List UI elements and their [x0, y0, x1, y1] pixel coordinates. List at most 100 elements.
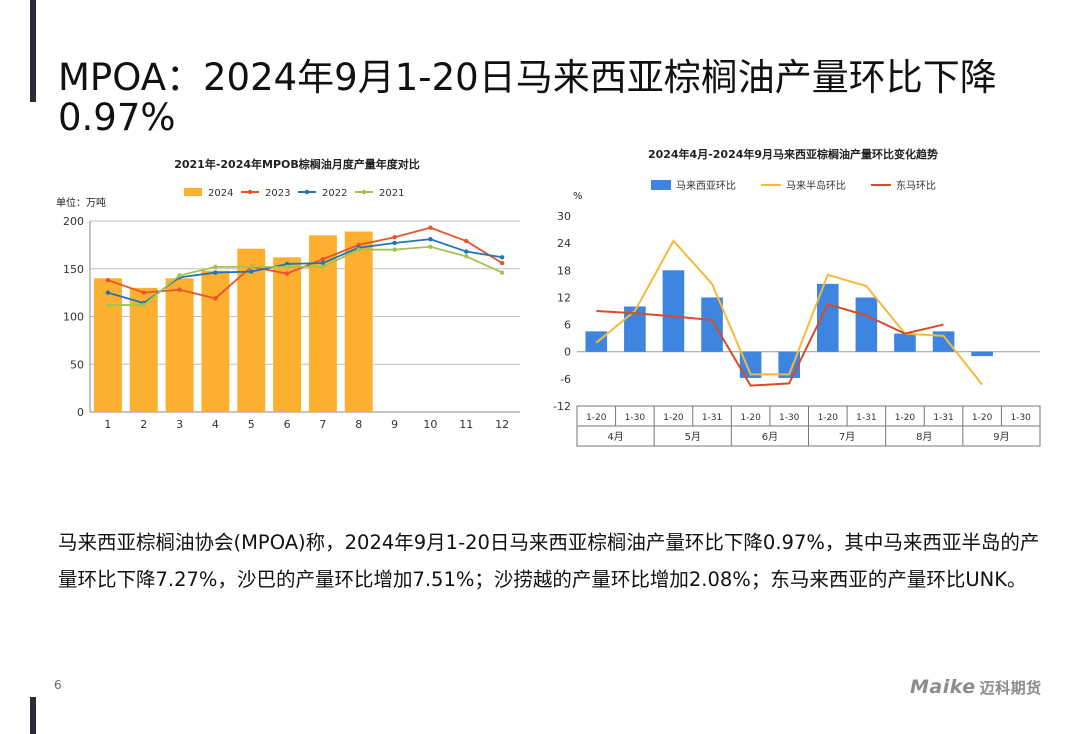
chart1-point-2023 [105, 278, 111, 283]
chart2-bar-马来西亚环比 [816, 283, 839, 352]
chart1-point-2022 [464, 249, 469, 254]
chart2-y-tick-label: 30 [557, 210, 571, 223]
accent-bar-bottom [30, 697, 36, 734]
chart2-x-sub-label: 1-20 [586, 413, 607, 423]
chart1-point-2021 [141, 302, 146, 308]
chart2-lines [595, 239, 983, 387]
chart1-point-2021 [499, 270, 505, 275]
chart1-x-tick-label: 4 [212, 418, 219, 431]
chart1-point-2021 [284, 264, 290, 270]
chart2-x-sub-label: 1-20 [895, 413, 916, 423]
chart2-bars [585, 270, 993, 378]
chart2-x-sub-label: 1-20 [972, 413, 993, 423]
chart1-point-2023 [177, 287, 182, 292]
chart1-point-2022 [249, 269, 254, 274]
chart1-y-tick-label: 50 [70, 358, 84, 371]
chart2-axis: -12 -6 0 6 12 18 24 30 [553, 210, 1040, 413]
chart2-bar-马来西亚环比 [855, 297, 878, 352]
chart2-legend-swatch [651, 180, 671, 190]
chart1-x-tick-label: 3 [176, 418, 183, 431]
logo-cn-text: 迈科期货 [979, 679, 1042, 697]
chart1-point-2022 [213, 270, 218, 275]
chart2-x-sub-label: 1-31 [933, 413, 953, 423]
chart1-point-2022 [392, 240, 397, 246]
chart2-y-tick-label: -6 [560, 373, 571, 386]
slide-body-text: 马来西亚棕榈油协会(MPOA)称，2024年9月1-20日马来西亚棕榈油产量环比… [58, 531, 1040, 591]
chart2-legend-label: 马来半岛环比 [786, 179, 846, 192]
chart2-y-tick-label: 6 [564, 319, 571, 332]
chart1-x-tick-label: 6 [284, 418, 291, 431]
chart2-bar-马来西亚环比 [894, 333, 916, 352]
chart1-point-2022 [499, 255, 505, 260]
chart1-x-tick-label: 11 [459, 418, 473, 431]
chart2-x-group-label: 8月 [916, 431, 932, 443]
chart1-legend: 2024 2023 2022 2021 [184, 188, 404, 199]
chart2-y-tick-label: -12 [553, 400, 571, 413]
chart1-y-tick-label: 200 [63, 215, 84, 228]
chart2-y-tick-label: 12 [557, 291, 571, 304]
chart1-point-2021 [464, 254, 469, 259]
page-number: 6 [54, 678, 62, 692]
chart1-unit: 单位：万吨 [56, 196, 106, 209]
chart1-legend-label: 2023 [265, 188, 290, 199]
chart2-x-sub-label: 1-31 [702, 413, 722, 423]
chart2-x-sub-label: 1-30 [1010, 413, 1031, 423]
chart2-y-tick-label: 18 [557, 264, 571, 277]
chart2-x-sub-label: 1-20 [740, 413, 761, 423]
chart1-point-2023 [499, 260, 505, 266]
chart1-grid [90, 220, 520, 413]
chart1-x-tick-label: 2 [140, 418, 147, 431]
chart2-y-tick-label: 0 [564, 346, 571, 359]
chart1-bar-2024 [129, 287, 158, 412]
chart1-line-2021 [107, 245, 503, 306]
chart2-bar-马来西亚环比 [932, 331, 955, 352]
chart1-legend-label: 2024 [208, 188, 233, 199]
chart1-y-tick-label: 100 [63, 311, 84, 324]
chart2-unit: % [573, 191, 583, 202]
chart1-bar-2024 [165, 278, 194, 412]
chart2-bar-马来西亚环比 [624, 306, 646, 352]
accent-bar-top [30, 0, 36, 102]
chart2-x-sub-label: 1-20 [663, 413, 684, 423]
chart2-bar-马来西亚环比 [971, 351, 993, 357]
chart1-x-tick-label: 8 [355, 418, 362, 431]
chart1-point-2021 [177, 273, 182, 278]
chart1-point-2022 [428, 236, 433, 242]
chart2-x-sub-label: 1-31 [856, 413, 876, 423]
chart2-x-group-label: 7月 [839, 431, 855, 443]
chart2-bar-马来西亚环比 [701, 297, 723, 352]
chart1-bar-2024 [273, 257, 302, 412]
chart2-legend-label: 东马环比 [896, 179, 936, 192]
chart2-bar-马来西亚环比 [739, 351, 762, 378]
chart1-point-2023 [213, 296, 218, 301]
chart2-y-tick-label: 24 [557, 237, 571, 250]
chart1-legend-marker [361, 189, 367, 195]
chart1-point-2023 [141, 290, 146, 295]
mom-trend-chart: 2024年4月-2024年9月马来西亚棕榈油产量环比变化趋势 % 马来西亚环比马… [553, 147, 1041, 447]
chart1-point-2023 [284, 271, 290, 276]
chart2-bar-马来西亚环比 [662, 270, 685, 352]
chart1-y-tick-label: 0 [77, 406, 84, 419]
chart2-legend: 马来西亚环比 马来半岛环比 东马环比 [651, 179, 936, 192]
chart1-point-2021 [392, 247, 397, 252]
chart1-x-tick-label: 7 [319, 418, 326, 431]
chart1-line-2022 [107, 238, 503, 305]
chart1-point-2023 [320, 257, 326, 262]
production-comparison-chart: 2021年-2024年MPOB棕榈油月度产量年度对比 单位：万吨 2024 202… [56, 157, 520, 431]
slide-title: MPOA：2024年9月1-20日马来西亚棕榈油产量环比下降0.97% [58, 56, 997, 139]
chart1-point-2021 [213, 264, 218, 270]
chart1-legend-label: 2022 [322, 188, 347, 199]
chart1-bar-2024 [93, 278, 122, 412]
chart1-legend-label: 2021 [379, 188, 404, 199]
chart1-point-2021 [356, 247, 361, 252]
chart1-title: 2021年-2024年MPOB棕榈油月度产量年度对比 [174, 157, 420, 171]
chart1-legend-marker [304, 189, 310, 195]
chart2-x-sub-label: 1-30 [625, 413, 646, 423]
chart1-point-2023 [464, 238, 469, 244]
chart1-point-2021 [428, 244, 433, 249]
chart1-x-tick-label: 10 [423, 418, 437, 431]
chart1-point-2023 [392, 235, 397, 240]
chart1-legend-swatch [184, 188, 202, 196]
chart1-point-2022 [320, 260, 326, 266]
